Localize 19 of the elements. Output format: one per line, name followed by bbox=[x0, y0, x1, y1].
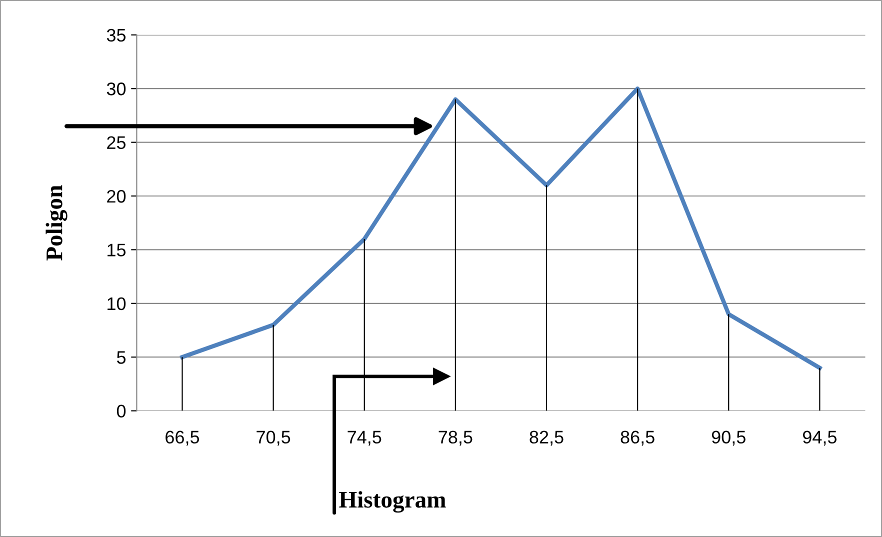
y-tick-label: 15 bbox=[108, 244, 126, 256]
x-tick-label: 74,5 bbox=[348, 430, 382, 446]
y-tick-label: 5 bbox=[116, 351, 126, 364]
x-tick-label: 94,5 bbox=[802, 430, 837, 446]
y-tick-label: 10 bbox=[108, 297, 126, 310]
y-tick-label: 25 bbox=[107, 136, 126, 150]
y-tick-label: 20 bbox=[107, 190, 126, 203]
text: Histogram bbox=[339, 491, 446, 513]
x-tick-label: 66,5 bbox=[166, 430, 200, 446]
y-tick-label: 35 bbox=[106, 28, 126, 42]
x-tick-label: 70,5 bbox=[256, 430, 290, 446]
y-tick-label: 0 bbox=[116, 404, 126, 418]
x-tick-label: 90,5 bbox=[712, 430, 746, 446]
y-tick-label: 30 bbox=[106, 82, 126, 96]
line-series bbox=[180, 86, 822, 370]
y-axis-title: Poligon bbox=[46, 185, 68, 260]
x-tick-label: 82,5 bbox=[530, 430, 564, 446]
x-tick-label: 86,5 bbox=[620, 430, 654, 446]
x-tick-label: 78,5 bbox=[438, 430, 472, 446]
